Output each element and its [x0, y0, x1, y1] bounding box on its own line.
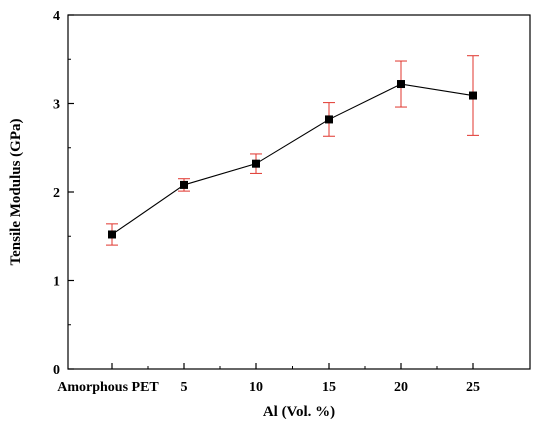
series-layer — [106, 55, 479, 246]
data-point — [108, 230, 116, 239]
x-axis-tick-labels: Amorphous PET 5 10 15 20 25 — [57, 380, 480, 395]
x-tick-label: 20 — [394, 380, 408, 395]
data-point — [469, 91, 477, 100]
y-axis-ticks — [68, 14, 74, 370]
y-tick-label: 0 — [53, 363, 60, 378]
y-axis-tick-labels: 0 1 2 3 4 — [53, 9, 60, 378]
y-tick-label: 4 — [53, 9, 60, 24]
y-tick-label: 2 — [53, 186, 60, 201]
data-point — [397, 80, 405, 89]
y-axis-title: Tensile Modulus (GPa) — [8, 119, 24, 266]
data-point — [180, 180, 188, 189]
plot-frame — [67, 14, 531, 370]
data-point — [252, 159, 260, 168]
x-tick-label: 15 — [322, 380, 336, 395]
x-tick-label: 5 — [181, 380, 188, 395]
x-tick-label: Amorphous PET — [57, 380, 159, 395]
x-tick-label: 25 — [466, 380, 480, 395]
x-axis-ticks — [111, 363, 474, 369]
data-point — [325, 115, 333, 124]
y-tick-label: 1 — [53, 275, 60, 290]
series-line — [111, 83, 474, 235]
x-axis-title: Al (Vol. %) — [263, 404, 335, 420]
x-tick-label: 10 — [249, 380, 263, 395]
y-tick-label: 3 — [53, 98, 60, 113]
